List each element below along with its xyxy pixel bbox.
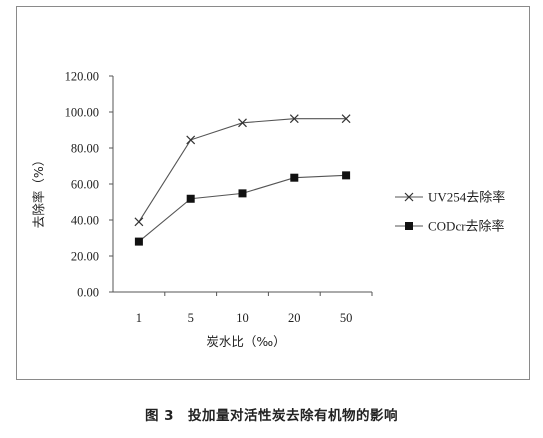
cross-stroke xyxy=(238,118,247,128)
cross-stroke xyxy=(186,135,196,145)
codcr-point xyxy=(342,171,351,180)
x-tick-label: 20 xyxy=(288,311,301,325)
series-lines xyxy=(138,118,347,243)
codcr-point xyxy=(238,189,247,198)
uv254-point xyxy=(289,114,299,124)
legend-label: CODcr去除率 xyxy=(428,219,505,234)
series-markers xyxy=(134,114,351,246)
x-tick-label: 10 xyxy=(236,311,249,325)
cross-stroke xyxy=(341,114,351,124)
cross-stroke xyxy=(134,217,144,227)
legend-label: UV254去除率 xyxy=(428,190,505,205)
y-tick-label: 40.00 xyxy=(71,214,99,228)
uv254-point xyxy=(238,118,247,128)
x-tick-label: 50 xyxy=(340,311,353,325)
y-tick-label: 20.00 xyxy=(71,250,99,264)
y-tick-label: 80.00 xyxy=(71,142,99,156)
legend: UV254去除率 CODcr去除率 xyxy=(395,190,505,234)
series-line-uv254 xyxy=(138,118,347,223)
y-tick-label: 120.00 xyxy=(65,70,99,84)
cross-stroke xyxy=(404,192,414,202)
chart-axes xyxy=(109,75,373,296)
x-axis-title: 炭水比（‰） xyxy=(206,334,285,349)
codcr-point xyxy=(290,173,299,182)
x-tick-label: 5 xyxy=(188,311,194,325)
uv254-point xyxy=(134,217,144,227)
codcr-point xyxy=(186,194,195,203)
y-axis-title: 去除率（%） xyxy=(31,154,46,228)
y-tick-label: 100.00 xyxy=(65,106,99,120)
uv254-point xyxy=(341,114,351,124)
legend-marker xyxy=(404,192,414,202)
cross-stroke xyxy=(289,114,299,124)
series-line-codcr xyxy=(138,174,347,243)
y-tick-label: 60.00 xyxy=(71,178,99,192)
figure-caption: 图 3 投加量对活性炭去除有机物的影响 xyxy=(144,408,399,424)
y-tick-labels: 0.00 20.00 40.00 60.00 80.00 100.00 120.00 xyxy=(65,70,99,300)
legend-marker xyxy=(405,222,413,230)
uv254-point xyxy=(186,135,196,145)
x-tick-labels: 1 5 10 20 50 xyxy=(136,311,353,325)
codcr-point xyxy=(134,237,143,246)
y-tick-label: 0.00 xyxy=(77,286,99,300)
x-tick-label: 1 xyxy=(136,311,142,325)
